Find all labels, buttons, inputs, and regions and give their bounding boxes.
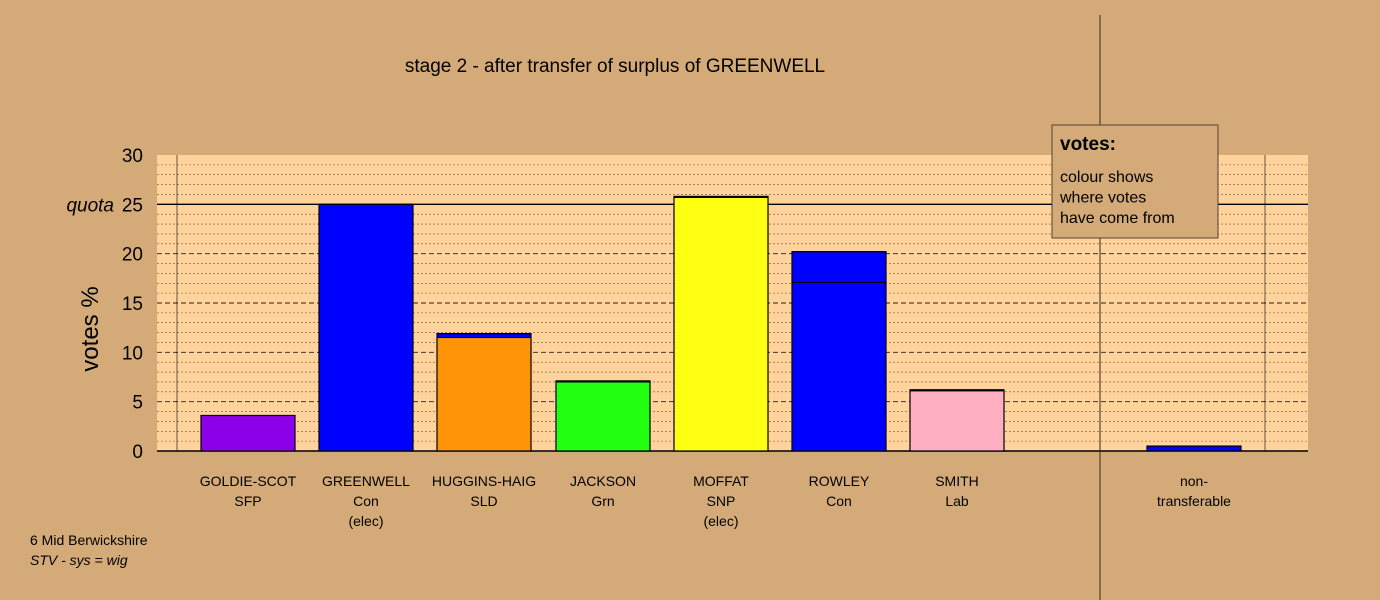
candidate-party: SLD — [470, 493, 497, 509]
candidate-name: SMITH — [935, 473, 979, 489]
candidate-party: Con — [353, 493, 379, 509]
bar-6 — [909, 389, 1005, 452]
y-tick-label: 10 — [122, 343, 143, 364]
candidate-labels: GOLDIE-SCOT SFP GREENWELL Con (elec) HUGGINS-… — [200, 473, 1231, 529]
bar-0 — [200, 414, 296, 452]
bar-3 — [555, 380, 651, 452]
y-ticks: 0 5 10 15 20 25 30 quota — [66, 146, 143, 463]
candidate-party: SFP — [234, 493, 261, 509]
candidate-note: (elec) — [703, 513, 738, 529]
bar-outline — [436, 332, 532, 452]
y-tick-label: 0 — [132, 442, 143, 463]
bar-1 — [318, 203, 414, 452]
candidate-party: SNP — [707, 493, 736, 509]
bar-segment — [791, 251, 887, 283]
bar-5 — [791, 251, 887, 452]
legend-box — [1051, 124, 1219, 239]
candidate-name: non- — [1180, 473, 1208, 489]
system-label: STV - sys = wig — [30, 552, 128, 568]
chart-title: stage 2 - after transfer of surplus of G… — [405, 56, 825, 77]
quota-label: quota — [66, 195, 114, 216]
candidate-party: Lab — [945, 493, 969, 509]
candidate-name: GREENWELL — [322, 473, 410, 489]
candidate-name: HUGGINS-HAIG — [432, 473, 536, 489]
bar-outline — [555, 380, 651, 452]
candidate-name: JACKSON — [570, 473, 636, 489]
bar-outline — [909, 389, 1005, 452]
candidate-party: transferable — [1157, 493, 1231, 509]
bar-segment — [1146, 445, 1242, 452]
bar-outline — [318, 203, 414, 452]
constituency-label: 6 Mid Berwickshire — [30, 532, 148, 548]
bars — [200, 195, 1242, 452]
bar-outline — [673, 195, 769, 452]
legend-heading: votes: — [1060, 134, 1116, 155]
bar-segment — [909, 390, 1005, 452]
legend-line: have come from — [1060, 210, 1175, 227]
bar-outline — [200, 414, 296, 452]
candidate-name: ROWLEY — [809, 473, 870, 489]
legend: votes: colour shows where votes have come f… — [1051, 124, 1219, 239]
candidate-party: Con — [826, 493, 852, 509]
bar-4 — [673, 195, 769, 452]
bar-segment — [200, 414, 296, 452]
candidate-name: MOFFAT — [693, 473, 749, 489]
bar-outline — [1146, 445, 1242, 452]
bar-segment — [673, 196, 769, 452]
bar-7 — [1146, 445, 1242, 452]
bar-segment — [791, 281, 887, 452]
y-tick-label: 25 — [122, 195, 143, 216]
bar-segment — [318, 203, 414, 452]
candidate-name: GOLDIE-SCOT — [200, 473, 297, 489]
legend-line: colour shows — [1060, 169, 1153, 186]
candidate-party: Grn — [591, 493, 614, 509]
y-tick-label: 30 — [122, 146, 143, 167]
bar-segment — [555, 381, 651, 452]
y-tick-label: 15 — [122, 294, 143, 315]
y-axis-label: votes % — [77, 286, 104, 371]
candidate-note: (elec) — [348, 513, 383, 529]
bar-segment — [436, 337, 532, 452]
y-tick-label: 5 — [132, 393, 143, 414]
bar-2 — [436, 332, 532, 452]
legend-line: where votes — [1059, 190, 1146, 207]
bar-outline — [791, 251, 887, 452]
y-tick-label: 20 — [122, 245, 143, 266]
